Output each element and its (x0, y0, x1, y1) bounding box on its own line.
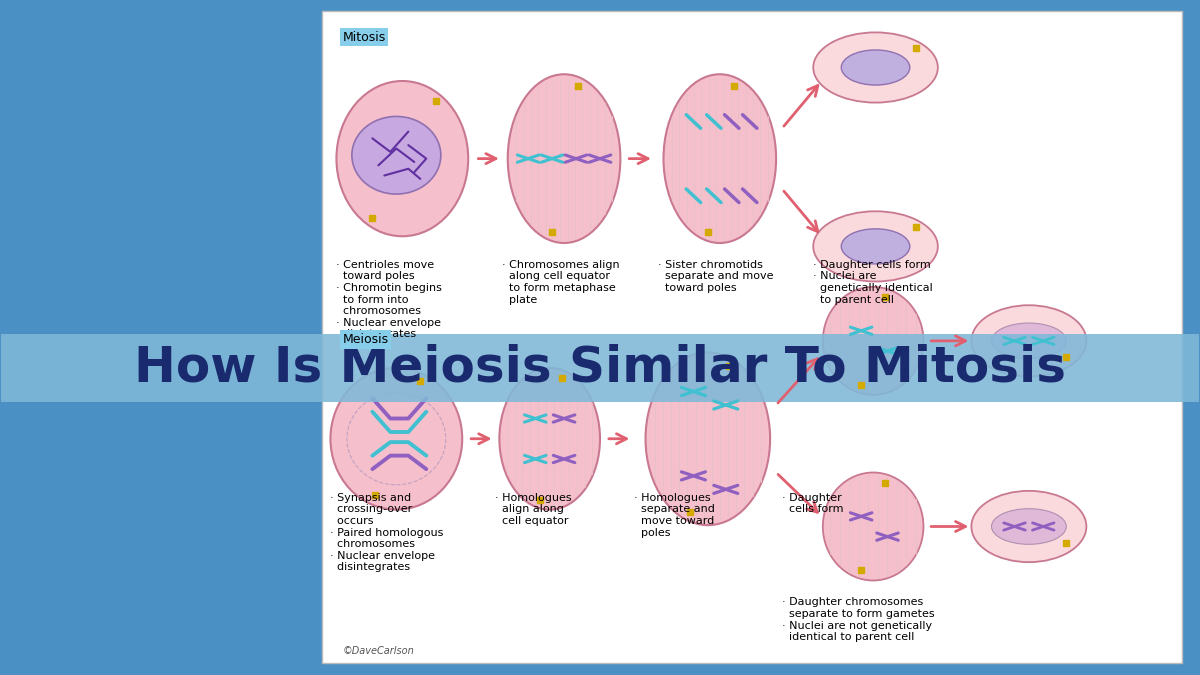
Text: ©DaveCarlson: ©DaveCarlson (342, 646, 414, 656)
Text: · Chromosomes align
  along cell equator
  to form metaphase
  plate: · Chromosomes align along cell equator t… (502, 260, 619, 304)
Ellipse shape (508, 74, 620, 243)
Ellipse shape (841, 50, 910, 85)
Ellipse shape (823, 287, 924, 395)
Text: · Sister chromotids
  separate and move
  toward poles: · Sister chromotids separate and move to… (658, 260, 773, 293)
Ellipse shape (971, 491, 1086, 562)
Text: · Homologues
  align along
  cell equator: · Homologues align along cell equator (494, 493, 571, 526)
Ellipse shape (499, 368, 600, 510)
Text: · Synapsis and
  crossing-over
  occurs
· Paired homologous
  chromosomes
· Nucl: · Synapsis and crossing-over occurs · Pa… (330, 493, 444, 572)
Ellipse shape (991, 323, 1067, 358)
Ellipse shape (814, 32, 938, 103)
Text: · Homologues
  separate and
  move toward
  poles: · Homologues separate and move toward po… (634, 493, 714, 537)
Text: · Centrioles move
  toward poles
· Chromotin begins
  to form into
  chromosomes: · Centrioles move toward poles · Chromot… (336, 260, 443, 340)
Text: Mitosis: Mitosis (342, 30, 385, 44)
Ellipse shape (352, 116, 440, 194)
Ellipse shape (814, 211, 938, 281)
Ellipse shape (330, 368, 462, 510)
Ellipse shape (823, 472, 924, 580)
Bar (322, 11, 1182, 663)
Ellipse shape (336, 81, 468, 236)
Text: · Daughter chromosomes
  separate to form gametes
· Nuclei are not genetically
 : · Daughter chromosomes separate to form … (782, 597, 935, 642)
Text: · Daughter
  cells form: · Daughter cells form (782, 493, 844, 514)
Ellipse shape (841, 229, 910, 264)
Ellipse shape (664, 74, 776, 243)
Ellipse shape (991, 509, 1067, 544)
Text: · Daughter cells form
· Nuclei are
  genetically identical
  to parent cell: · Daughter cells form · Nuclei are genet… (814, 260, 932, 304)
Text: Meiosis: Meiosis (342, 333, 389, 346)
Text: How Is Meiosis Similar To Mitosis: How Is Meiosis Similar To Mitosis (134, 344, 1066, 392)
Bar (1, 334, 1199, 402)
Ellipse shape (646, 352, 770, 525)
Ellipse shape (971, 305, 1086, 377)
